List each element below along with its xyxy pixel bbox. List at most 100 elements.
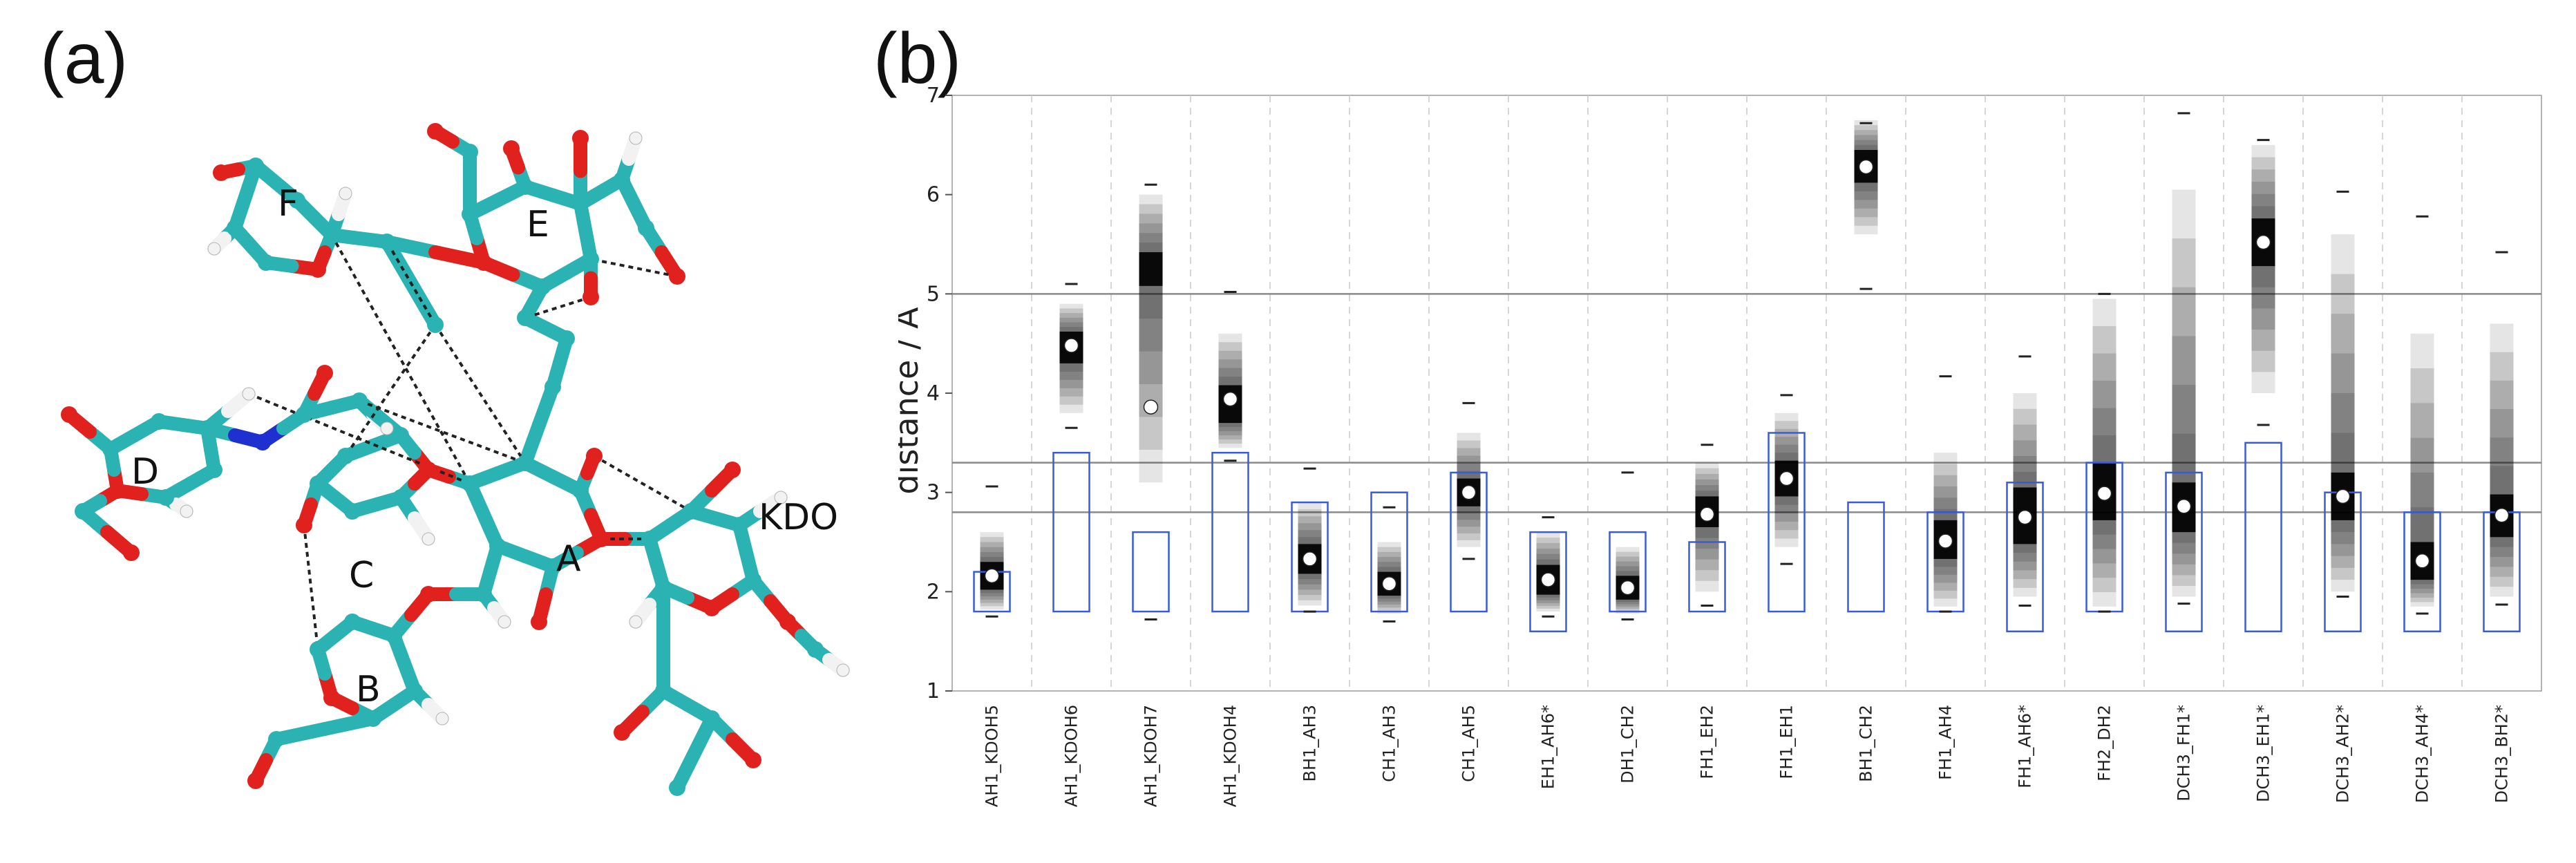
x-category-label: EH1_AH6* xyxy=(1539,705,1558,789)
atom xyxy=(61,406,77,423)
atom xyxy=(109,482,126,499)
density-band xyxy=(2490,380,2514,577)
x-category-label: DCH3_FH1* xyxy=(2175,705,2194,802)
atom xyxy=(351,392,368,409)
x-category-label: DH1_CH2 xyxy=(1618,705,1638,784)
mean-marker xyxy=(2414,553,2430,569)
atom xyxy=(572,130,589,146)
mean-marker xyxy=(1779,471,1794,486)
mean-marker xyxy=(1381,576,1397,591)
ring-label-d: D xyxy=(131,451,159,493)
atom xyxy=(310,261,326,278)
mean-marker xyxy=(1540,572,1556,587)
density-tail xyxy=(2331,234,2355,592)
atom xyxy=(836,663,850,677)
atom xyxy=(380,421,394,435)
density-column xyxy=(2331,234,2355,592)
atom xyxy=(227,220,243,236)
x-category-label: FH1_EH2 xyxy=(1698,705,1717,779)
range-box xyxy=(2244,442,2282,633)
mean-marker xyxy=(2176,499,2192,514)
range-box xyxy=(1132,531,1170,613)
atom xyxy=(268,731,285,748)
x-axis-labels: AH1_KDOH5 AH1_KDOH6 AH1_KDOH7 AH1_KDOH4 BH1_… xyxy=(983,705,2512,807)
x-category-label: AH1_KDOH5 xyxy=(983,705,1002,807)
x-category-label: BH1_AH3 xyxy=(1300,705,1320,782)
atom xyxy=(213,164,229,181)
panel-a-label: (a) xyxy=(40,19,129,99)
range-box xyxy=(1529,531,1567,633)
atom xyxy=(379,234,395,250)
x-category-label: FH1_EH1 xyxy=(1777,705,1797,779)
hydrogen-bond xyxy=(594,455,692,513)
atom xyxy=(655,579,672,596)
mean-marker xyxy=(2017,509,2033,525)
range-box xyxy=(1211,451,1249,613)
atom xyxy=(199,420,216,437)
density-band xyxy=(1139,214,1163,417)
atom xyxy=(638,220,654,236)
mean-marker xyxy=(1461,484,1477,500)
range-box xyxy=(1768,432,1806,613)
x-category-label: BH1_CH2 xyxy=(1857,705,1876,782)
atom xyxy=(558,330,575,347)
atom xyxy=(386,627,402,644)
atom xyxy=(339,187,352,200)
atom xyxy=(180,504,193,518)
atom xyxy=(703,710,720,727)
atom xyxy=(475,586,492,603)
atom xyxy=(296,406,312,423)
molecule-bonds xyxy=(62,124,850,795)
molecule-atoms xyxy=(61,123,850,796)
atom xyxy=(724,462,741,478)
atom xyxy=(462,475,478,492)
mean-marker xyxy=(2255,234,2271,250)
atom xyxy=(323,227,340,243)
range-box xyxy=(2403,511,2441,633)
atom xyxy=(323,690,340,706)
atom xyxy=(779,614,796,630)
atom xyxy=(462,144,478,160)
range-box xyxy=(1688,541,1726,613)
atom xyxy=(206,462,222,478)
hydrogen-bond xyxy=(386,240,437,326)
atom xyxy=(247,772,264,789)
atom xyxy=(422,532,435,546)
y-tick-label: 3 xyxy=(927,481,940,505)
ring-label-c: C xyxy=(349,555,374,596)
atom xyxy=(435,712,449,726)
y-tick-label: 6 xyxy=(927,183,940,207)
density-core xyxy=(1139,252,1163,286)
atom xyxy=(534,278,551,295)
x-category-label: AH1_KDOH7 xyxy=(1142,705,1161,807)
atom xyxy=(669,268,685,285)
density-tail xyxy=(2490,323,2514,597)
atom xyxy=(337,448,354,464)
hydrogen-bond xyxy=(524,296,591,319)
atom xyxy=(75,503,91,520)
x-category-label: CH1_AH5 xyxy=(1459,705,1479,782)
density-band xyxy=(2331,353,2355,556)
atom xyxy=(316,365,333,381)
hydrogen-bond xyxy=(434,323,527,464)
atom xyxy=(365,710,381,727)
atom xyxy=(254,434,271,451)
atom xyxy=(102,441,119,457)
atom xyxy=(475,254,492,271)
density-band xyxy=(2331,274,2355,580)
x-category-label: DCH3_EH1* xyxy=(2254,705,2273,802)
density-column xyxy=(1218,333,1242,448)
atom xyxy=(572,196,589,212)
atom xyxy=(503,140,520,157)
atom xyxy=(258,254,274,271)
atom xyxy=(614,724,630,741)
density-tail xyxy=(1139,194,1163,483)
atom xyxy=(427,123,444,140)
y-tick-label: 7 xyxy=(927,84,940,108)
atom xyxy=(629,615,643,629)
mean-markers xyxy=(984,159,2510,596)
atom xyxy=(641,531,658,547)
reference-lines xyxy=(952,293,2541,513)
hydrogen-bond xyxy=(590,258,678,278)
atom xyxy=(669,779,685,796)
